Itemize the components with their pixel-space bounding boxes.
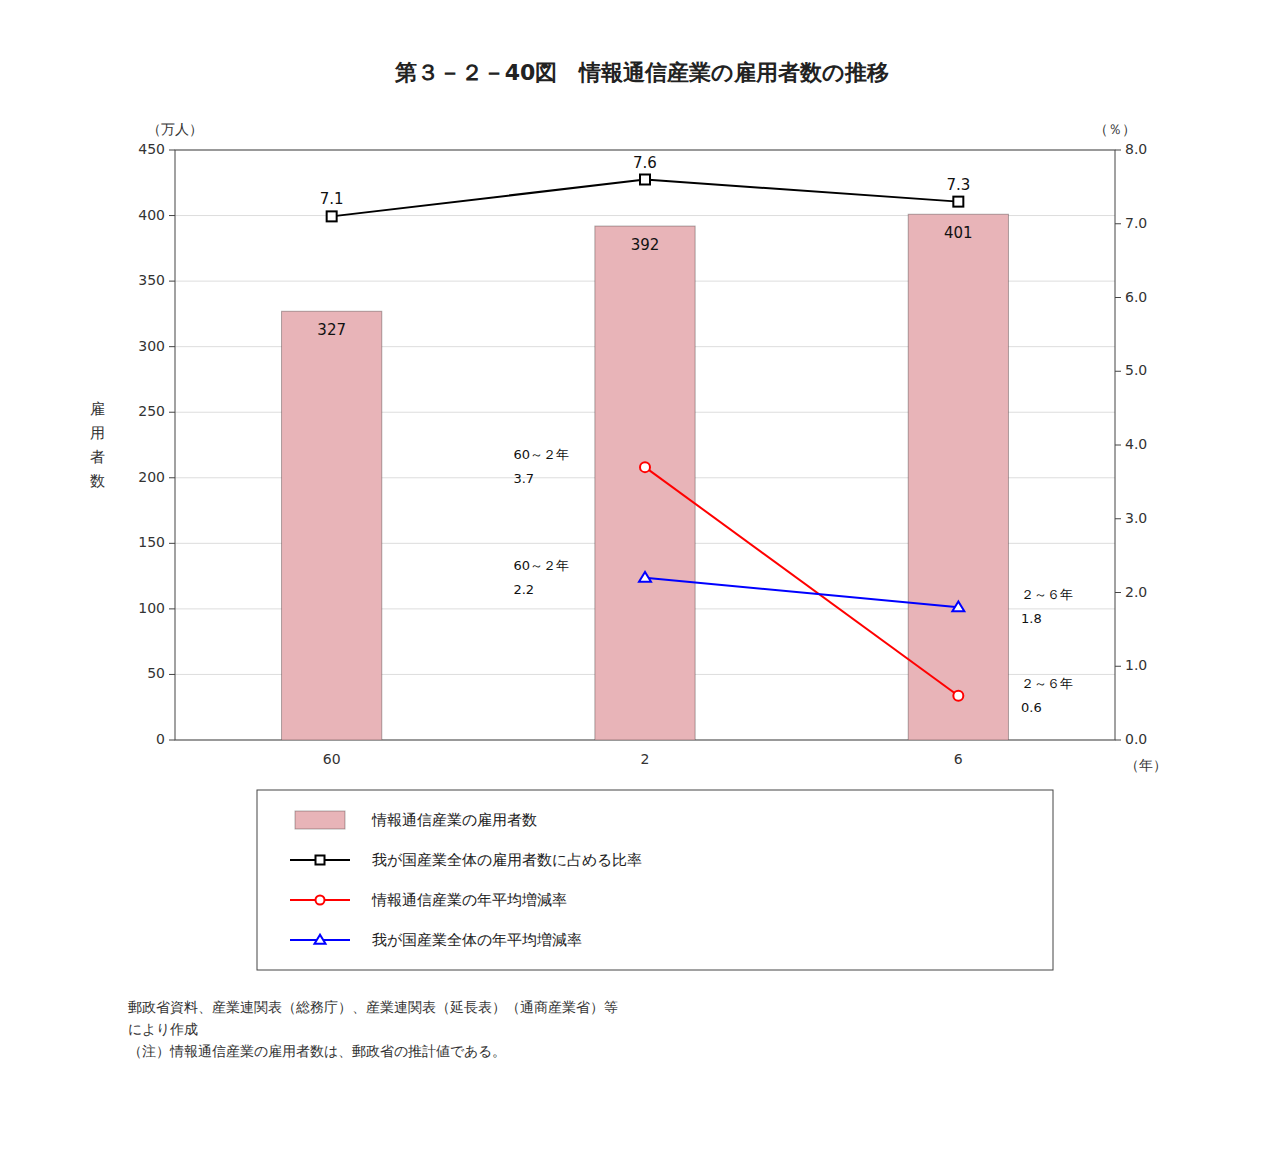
legend-label: 我が国産業全体の雇用者数に占める比率: [372, 851, 642, 869]
marker-triangle: [952, 601, 964, 611]
grid: [175, 150, 1115, 740]
plot-area: [175, 150, 1115, 740]
y-tick: [169, 543, 175, 544]
y-tick-label: 100: [138, 600, 165, 616]
y2-tick: [1115, 592, 1121, 593]
marker-circle: [316, 896, 325, 905]
marker-square: [316, 856, 325, 865]
y-axis-label-char: 用: [90, 424, 105, 442]
marker-triangle: [639, 572, 651, 582]
page: {"chart_data": { "type": "bar", "title":…: [0, 0, 1284, 1164]
marker-circle: [953, 691, 963, 701]
y-tick-label: 0: [156, 731, 165, 747]
line-label: 7.3: [946, 176, 970, 194]
y2-tick: [1115, 740, 1121, 741]
marker-square: [327, 211, 337, 221]
growth-label: 2.2: [513, 582, 534, 597]
source-line: により作成: [128, 1021, 198, 1037]
period-label: ２～６年: [1021, 676, 1073, 691]
growth-label: 0.6: [1021, 700, 1042, 715]
marks: [282, 175, 1009, 741]
axes: 0 50 100 150 200 250 300 350 400 450 0.0 1.0 2.0 3.0 4…: [90, 121, 1168, 773]
y2-tick: [1115, 518, 1121, 519]
y2-tick-label: 3.0: [1125, 510, 1147, 526]
y2-tick-label: 2.0: [1125, 584, 1147, 600]
y2-tick-label: 4.0: [1125, 436, 1147, 452]
line-label: 7.6: [633, 154, 657, 172]
y-tick: [169, 674, 175, 675]
period-label: ２～６年: [1021, 587, 1073, 602]
bar-label: 401: [944, 224, 973, 242]
bar: [908, 214, 1008, 740]
y-unit: （万人）: [147, 121, 203, 137]
source-line: 郵政省資料、産業連関表（総務庁）、産業連関表（延長表）（通商産業省）等: [128, 999, 618, 1015]
legend: 情報通信産業の雇用者数我が国産業全体の雇用者数に占める比率情報通信産業の年平均増…: [257, 790, 1053, 970]
x-tick-label: 2: [641, 751, 650, 767]
period-label: 60～２年: [513, 558, 569, 573]
y-tick-label: 450: [138, 141, 165, 157]
bar: [595, 226, 695, 740]
legend-label: 我が国産業全体の年平均増減率: [372, 931, 582, 949]
y2-tick: [1115, 150, 1121, 151]
marker-triangle: [315, 935, 326, 944]
y2-tick: [1115, 445, 1121, 446]
bar-label: 392: [631, 236, 660, 254]
y-tick-label: 50: [147, 665, 165, 681]
line: [645, 578, 958, 608]
marker-square: [953, 197, 963, 207]
y-tick: [169, 608, 175, 609]
y-tick-label: 250: [138, 403, 165, 419]
y-tick: [169, 281, 175, 282]
x-tick-label: 6: [954, 751, 963, 767]
y-tick-label: 200: [138, 469, 165, 485]
line: [645, 467, 958, 696]
y-axis-label-char: 雇: [90, 400, 105, 418]
y-axis-label: 雇用者数: [90, 400, 105, 490]
period-label: 60～２年: [513, 447, 569, 462]
bar-label: 327: [317, 321, 346, 339]
y2-tick: [1115, 371, 1121, 372]
y-tick: [169, 740, 175, 741]
y-tick: [169, 215, 175, 216]
bar: [282, 311, 382, 740]
y-tick: [169, 150, 175, 151]
y-axis-label-char: 者: [90, 448, 105, 466]
legend-box: [257, 790, 1053, 970]
plot-frame: [175, 150, 1115, 740]
y2-tick-label: 5.0: [1125, 362, 1147, 378]
legend-swatch: [295, 811, 345, 829]
growth-label: 3.7: [513, 471, 534, 486]
growth-label: 1.8: [1021, 611, 1042, 626]
y-tick: [169, 346, 175, 347]
marker-square: [640, 175, 650, 185]
y-tick-label: 400: [138, 207, 165, 223]
y2-tick: [1115, 666, 1121, 667]
y2-unit: （％）: [1094, 121, 1136, 137]
x-tick-label: 60: [323, 751, 341, 767]
legend-label: 情報通信産業の雇用者数: [371, 811, 537, 829]
y2-tick: [1115, 297, 1121, 298]
y2-tick-label: 7.0: [1125, 215, 1147, 231]
y-tick-label: 350: [138, 272, 165, 288]
y2-tick-label: 1.0: [1125, 657, 1147, 673]
y2-tick-label: 8.0: [1125, 141, 1147, 157]
source-note: 郵政省資料、産業連関表（総務庁）、産業連関表（延長表）（通商産業省）等により作成…: [128, 999, 618, 1059]
y-tick-label: 300: [138, 338, 165, 354]
y-tick-label: 150: [138, 534, 165, 550]
source-line: （注）情報通信産業の雇用者数は、郵政省の推計値である。: [128, 1043, 506, 1059]
line-label: 7.1: [320, 190, 344, 208]
y-tick: [169, 412, 175, 413]
y2-tick-label: 0.0: [1125, 731, 1147, 747]
marker-circle: [640, 462, 650, 472]
chart: 第３－２－40図 情報通信産業の雇用者数の推移 0 50 100 150 200 250 30…: [0, 0, 1284, 1164]
chart-title: 第３－２－40図 情報通信産業の雇用者数の推移: [394, 60, 890, 85]
y-axis-label-char: 数: [90, 472, 105, 490]
x-axis-label: （年）: [1125, 757, 1167, 773]
y2-tick-label: 6.0: [1125, 289, 1147, 305]
y2-tick: [1115, 223, 1121, 224]
legend-label: 情報通信産業の年平均増減率: [371, 891, 567, 909]
data-labels: 327 392 401 7.1 7.6 7.3 60～２年 3.7 ２～６年 0.6 60～２年 2.…: [317, 154, 1073, 715]
y-tick: [169, 477, 175, 478]
